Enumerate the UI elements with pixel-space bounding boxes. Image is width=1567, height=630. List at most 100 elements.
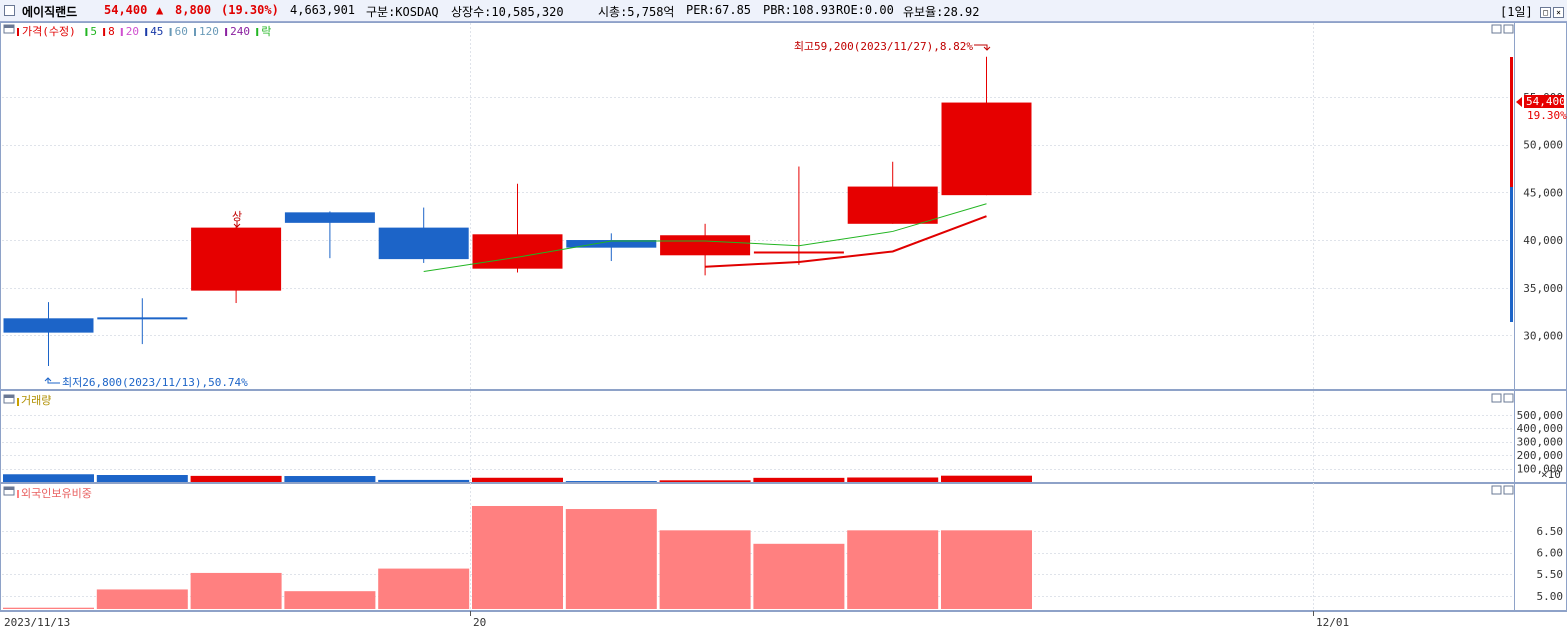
foreign-tick-label: 6.00 xyxy=(1537,547,1564,560)
foreign-tick-label: 6.50 xyxy=(1537,525,1564,538)
foreign-bars[interactable] xyxy=(3,505,1032,609)
price-tick-label: 50,000 xyxy=(1523,139,1563,152)
foreign-bar[interactable] xyxy=(847,530,939,609)
current-price: 54,400 xyxy=(104,3,148,17)
foreign-bar[interactable] xyxy=(941,530,1032,609)
up-arrow-icon: ▲ xyxy=(156,3,164,17)
legend-item-1: 5 xyxy=(90,25,97,38)
legend-item-4: 45 xyxy=(150,25,163,38)
legend-marker xyxy=(194,28,196,36)
foreign-bar[interactable] xyxy=(190,572,282,609)
volume-tick-label: 200,000 xyxy=(1517,449,1563,462)
candle-body[interactable] xyxy=(378,227,469,260)
foreign-bar[interactable] xyxy=(3,607,94,609)
candle-body[interactable] xyxy=(191,227,282,291)
price-tick-label: 30,000 xyxy=(1523,329,1563,342)
volume-bar[interactable] xyxy=(96,475,188,482)
price-range-bar-down xyxy=(1510,187,1513,322)
select-checkbox[interactable] xyxy=(4,5,15,16)
foreign-tick-label: 5.50 xyxy=(1537,568,1564,581)
candle-body[interactable] xyxy=(3,318,94,333)
legend-marker xyxy=(145,28,148,36)
volume-bar[interactable] xyxy=(3,474,94,482)
volume-tick-label: 300,000 xyxy=(1517,436,1563,449)
legend-marker xyxy=(256,28,259,36)
moving-averages xyxy=(423,203,987,273)
high-arrow-icon xyxy=(974,44,991,51)
stock-name: 에이직랜드 xyxy=(22,5,78,19)
volume-bar[interactable] xyxy=(565,481,657,482)
foreign-legend-marker xyxy=(17,490,19,498)
stock-header: 에이직랜드 54,400 ▲ 8,800 (19.30%) 4,663,901 … xyxy=(0,0,1567,22)
foreign-title: 외국인보유비중 xyxy=(21,487,92,500)
roe-value: ROE:0.00 xyxy=(836,3,894,17)
foreign-bar[interactable] xyxy=(472,505,563,609)
candle-body[interactable] xyxy=(284,212,375,223)
candle-body[interactable] xyxy=(753,251,844,254)
low-annotation: 최저26,800(2023/11/13),50.74% xyxy=(62,376,248,389)
volume-tick-label: 500,000 xyxy=(1517,409,1563,422)
period-selector[interactable]: [1일] xyxy=(1500,5,1533,19)
volume-bar[interactable] xyxy=(659,480,751,482)
candle-body[interactable] xyxy=(97,317,188,320)
close-icon[interactable]: × xyxy=(1553,7,1564,18)
market-cap: 시총:5,758억 xyxy=(598,5,675,19)
volume-bar[interactable] xyxy=(941,475,1032,482)
x-tick-label: 12/01 xyxy=(1316,616,1349,629)
price-tick-label: 35,000 xyxy=(1523,282,1563,295)
per-value: PER:67.85 xyxy=(686,3,752,17)
price-legend: 가격(수정) 5 8 20 45 60 120 240 락 xyxy=(17,25,271,38)
ma5-line xyxy=(423,203,987,273)
legend-item-2: 8 xyxy=(108,25,115,38)
price-change: 8,800 xyxy=(175,3,212,17)
price-tag-box xyxy=(1524,95,1564,108)
volume-bar[interactable] xyxy=(284,476,376,482)
volume-bar[interactable] xyxy=(190,475,282,482)
volume-bar[interactable] xyxy=(472,477,563,482)
foreign-panel-buttons[interactable] xyxy=(1491,485,1514,495)
foreign-bar[interactable] xyxy=(284,591,376,609)
volume-bar[interactable] xyxy=(753,477,845,482)
candle-body[interactable] xyxy=(941,102,1032,196)
price-panel-buttons[interactable] xyxy=(1491,24,1514,34)
trade-volume: 4,663,901 xyxy=(290,3,356,17)
legend-item-8: 락 xyxy=(261,25,271,38)
candle-body[interactable] xyxy=(472,234,563,269)
pct-tag: 19.30% xyxy=(1527,109,1567,122)
volume-bar[interactable] xyxy=(847,477,939,482)
grid-lines xyxy=(2,23,1514,616)
foreign-bar[interactable] xyxy=(659,530,751,609)
price-change-pct: (19.30%) xyxy=(221,3,279,17)
candle-body[interactable] xyxy=(847,186,938,224)
volume-panel-menu-icon[interactable] xyxy=(3,394,15,404)
volume-title: 거래량 xyxy=(21,394,51,407)
foreign-bar[interactable] xyxy=(96,589,188,609)
volume-bars[interactable] xyxy=(3,474,1032,482)
restore-icon[interactable]: □ xyxy=(1540,7,1551,18)
price-panel-menu-icon[interactable] xyxy=(3,24,15,34)
volume-legend-marker xyxy=(17,398,19,406)
low-arrow-icon xyxy=(44,377,60,384)
volume-tick-label: 100,000 xyxy=(1517,463,1563,476)
foreign-bar[interactable] xyxy=(378,568,470,609)
candles[interactable] xyxy=(3,56,1032,367)
legend-marker xyxy=(17,28,19,36)
volume-bar[interactable] xyxy=(378,479,470,482)
volume-panel-buttons[interactable] xyxy=(1491,393,1514,403)
legend-item-5: 60 xyxy=(175,25,188,38)
foreign-bar[interactable] xyxy=(753,543,845,609)
foreign-panel-menu-icon[interactable] xyxy=(3,486,15,496)
window-buttons: □ × xyxy=(1538,4,1564,18)
stock-chart[interactable]: 가격(수정) 5 8 20 45 60 120 240 락 거래량 외국인보유비중 30,000… xyxy=(0,22,1567,630)
legend-marker xyxy=(169,28,172,36)
foreign-bar[interactable] xyxy=(565,509,657,609)
volume-panel-frame xyxy=(0,390,1567,483)
candle-body[interactable] xyxy=(566,240,657,248)
price-tag: 54,400 xyxy=(1526,95,1566,108)
legend-item-0: 가격(수정) xyxy=(22,25,76,38)
reserve-ratio: 유보율:28.92 xyxy=(903,5,980,19)
price-range-bar-up xyxy=(1510,57,1513,187)
candle-body[interactable] xyxy=(660,235,751,256)
limit-up-arrow-icon xyxy=(233,221,241,228)
limit-up-label: 상 xyxy=(232,210,242,223)
